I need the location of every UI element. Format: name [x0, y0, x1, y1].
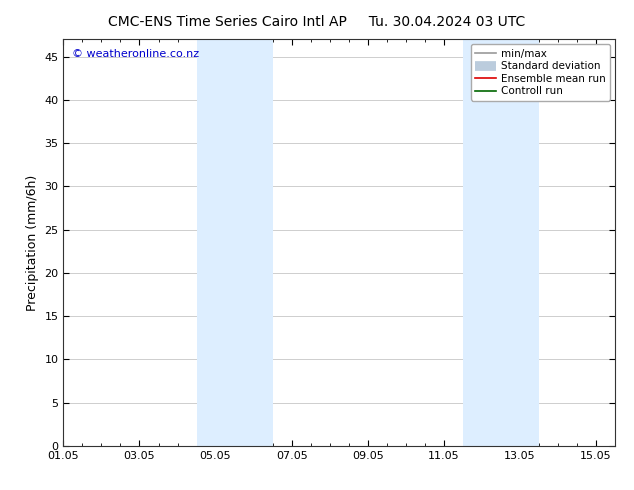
Bar: [463, 39, 501, 446]
Bar: [197, 39, 235, 446]
Bar: [235, 39, 273, 446]
Bar: [501, 39, 539, 446]
Text: © weatheronline.co.nz: © weatheronline.co.nz: [72, 49, 199, 59]
Legend: min/max, Standard deviation, Ensemble mean run, Controll run: min/max, Standard deviation, Ensemble me…: [470, 45, 610, 100]
Text: CMC-ENS Time Series Cairo Intl AP     Tu. 30.04.2024 03 UTC: CMC-ENS Time Series Cairo Intl AP Tu. 30…: [108, 15, 526, 29]
Y-axis label: Precipitation (mm/6h): Precipitation (mm/6h): [26, 174, 39, 311]
